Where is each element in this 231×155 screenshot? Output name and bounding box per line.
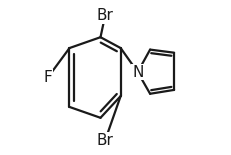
Text: F: F <box>43 70 52 85</box>
Text: Br: Br <box>96 8 113 23</box>
Text: Br: Br <box>96 133 113 148</box>
Text: N: N <box>131 65 143 80</box>
